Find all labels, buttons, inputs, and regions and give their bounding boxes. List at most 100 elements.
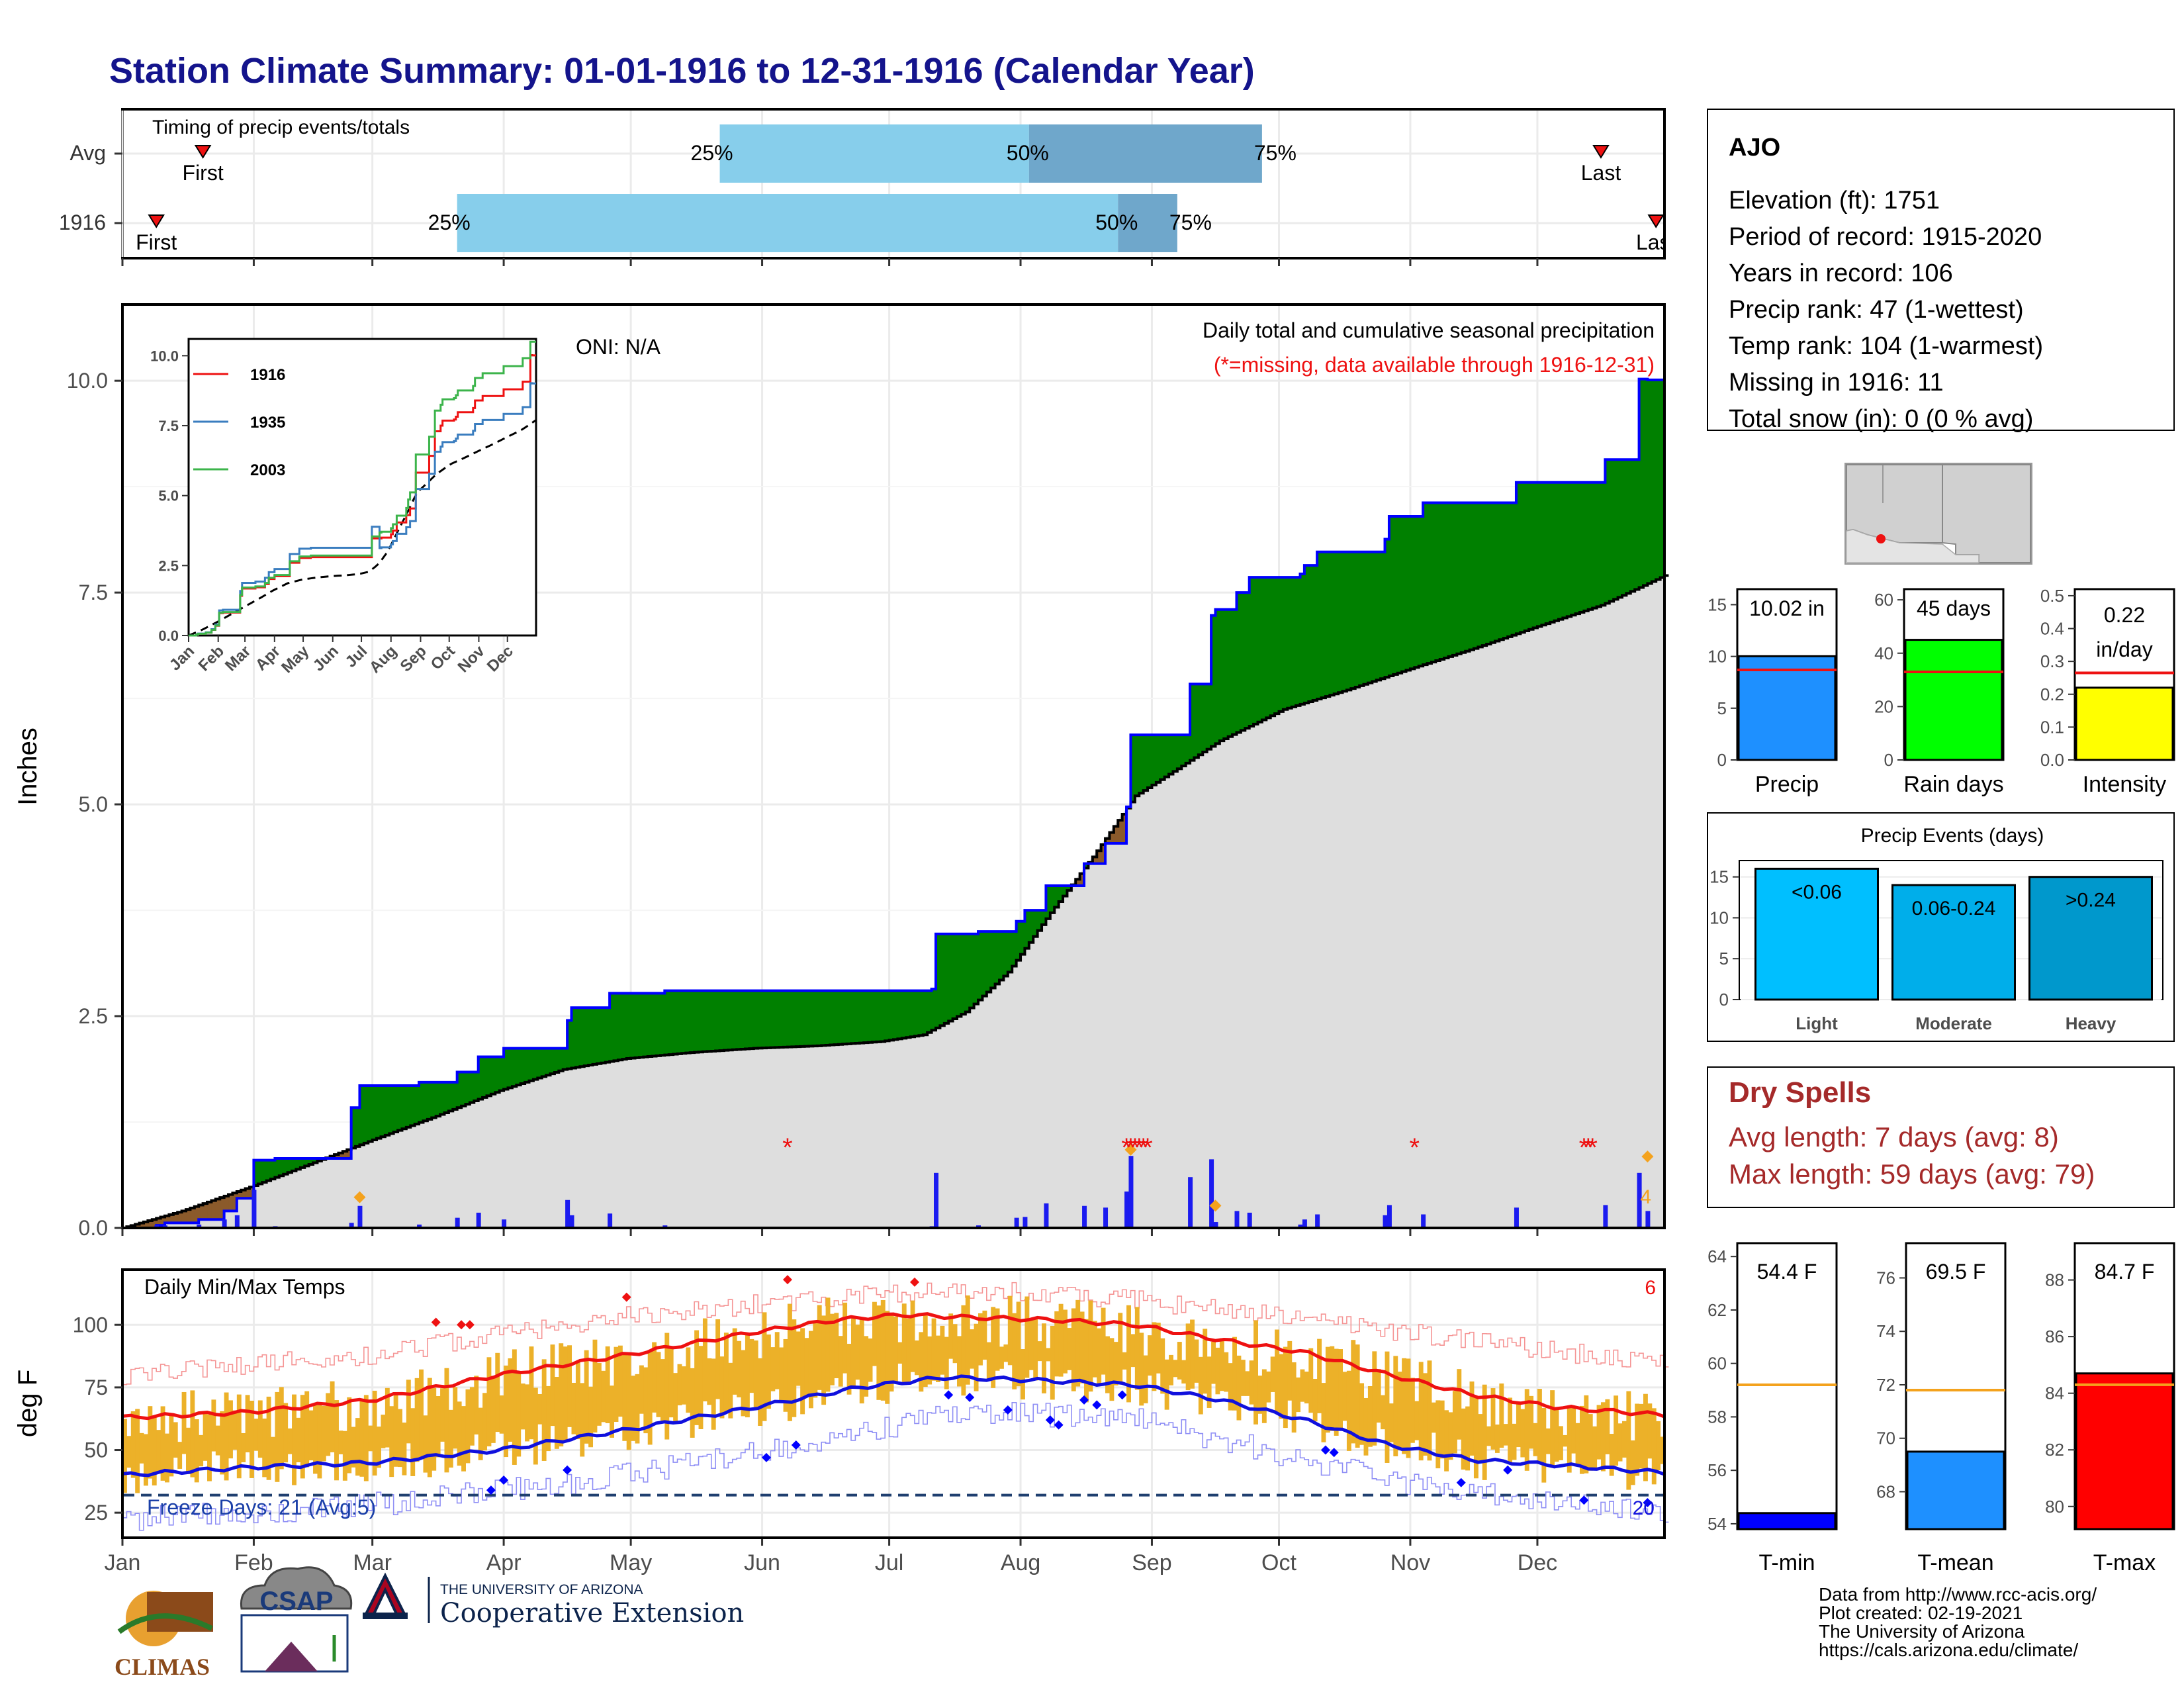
- temperature-bars: 54 56 58 60 62 64 54.4 F T-min 68 70 72 74 76 69.5 F T…: [1707, 1242, 2175, 1575]
- above-avg-fill: [279, 1158, 284, 1176]
- csap-wordmark: CSAP: [259, 1587, 333, 1616]
- precip-ytick-label: 0.0: [79, 1216, 108, 1240]
- above-avg-fill: [660, 993, 665, 1056]
- daily-temp-bar: [1203, 1329, 1208, 1394]
- above-avg-fill: [732, 990, 737, 1050]
- daily-temp-bar: [986, 1342, 991, 1382]
- above-avg-fill: [631, 993, 636, 1058]
- daily-precip-bar: [1103, 1207, 1109, 1228]
- above-avg-fill: [931, 989, 936, 1031]
- daily-temp-bar: [1465, 1406, 1471, 1471]
- below-avg-fill: [334, 1154, 340, 1159]
- above-avg-fill: [525, 1048, 530, 1082]
- daily-temp-bar: [1109, 1338, 1115, 1401]
- missing-day-marker: *: [1126, 1133, 1136, 1162]
- above-avg-fill: [1012, 931, 1017, 966]
- daily-precip-bar: [1514, 1207, 1519, 1228]
- event-bar: [2028, 876, 2153, 1001]
- above-avg-fill: [453, 1082, 458, 1109]
- above-avg-fill: [707, 990, 712, 1052]
- timing-clip-cover: [1666, 199, 1696, 252]
- avg-cumulative-line: [122, 574, 1669, 1229]
- daily-temp-bar: [885, 1311, 890, 1404]
- above-avg-fill: [982, 931, 987, 996]
- above-avg-fill: [393, 1085, 398, 1133]
- daily-temp-bar: [1571, 1405, 1576, 1454]
- below-avg-fill: [148, 1221, 153, 1228]
- cloud-icon: [240, 1566, 353, 1610]
- daily-temp-bar: [377, 1427, 381, 1468]
- above-avg-fill: [817, 990, 822, 1046]
- daily-temp-bar: [749, 1338, 754, 1393]
- month-label: Aug: [1001, 1550, 1041, 1575]
- record-low-marker: [1117, 1390, 1127, 1400]
- above-avg-fill: [978, 931, 983, 1000]
- above-avg-fill: [698, 990, 704, 1053]
- daily-temp-bar: [1626, 1391, 1631, 1490]
- daily-temp-bar: [1071, 1308, 1076, 1391]
- above-avg-fill: [1355, 551, 1360, 688]
- record-low-marker: [1003, 1405, 1013, 1415]
- daily-temp-bar: [728, 1362, 733, 1419]
- above-avg-fill: [991, 931, 996, 988]
- above-avg-fill: [910, 990, 915, 1037]
- station-line: Elevation (ft): 1751: [1729, 187, 1940, 214]
- events-ytick-label: 15: [1709, 867, 1729, 887]
- above-avg-fill: [592, 1008, 598, 1064]
- daily-temp-bar: [813, 1323, 818, 1398]
- daily-temp-bar: [1113, 1342, 1118, 1385]
- daily-temp-bar: [1215, 1347, 1220, 1395]
- quartile-bar-50-75: [1028, 124, 1262, 183]
- daily-temp-bar: [1516, 1402, 1521, 1448]
- above-avg-fill: [995, 931, 1000, 984]
- daily-temp-bar: [1270, 1356, 1275, 1392]
- above-avg-fill: [351, 1107, 356, 1149]
- daily-temp-bar: [1639, 1403, 1644, 1469]
- above-avg-fill: [1287, 577, 1293, 708]
- mini-bar-tick-label: 0.5: [2040, 586, 2064, 606]
- above-avg-fill: [605, 1008, 610, 1062]
- daily-temp-bar: [469, 1387, 475, 1446]
- above-avg-fill: [1541, 482, 1547, 626]
- above-avg-fill: [372, 1085, 377, 1141]
- above-avg-fill: [1660, 379, 1665, 578]
- dry-avg-length: Avg length: 7 days (avg: 8): [1729, 1121, 2059, 1152]
- daily-temp-bar: [152, 1417, 157, 1485]
- daily-temp-bar: [1363, 1397, 1369, 1456]
- mini-bar-tick-label: 60: [1874, 590, 1893, 610]
- daily-temp-bar: [427, 1378, 432, 1477]
- missing-day-marker: *: [1587, 1133, 1598, 1162]
- daily-temp-bar: [1461, 1408, 1466, 1470]
- daily-temp-bar: [1084, 1319, 1089, 1403]
- daily-temp-bar: [478, 1407, 483, 1460]
- daily-temp-bar: [923, 1314, 928, 1387]
- daily-temp-bar: [559, 1343, 564, 1447]
- above-avg-fill: [681, 990, 686, 1054]
- above-avg-fill: [656, 993, 661, 1056]
- above-avg-fill: [465, 1072, 471, 1105]
- above-avg-fill: [1291, 577, 1297, 707]
- record-high-marker: [431, 1317, 441, 1327]
- daily-temp-bar: [283, 1403, 289, 1463]
- above-avg-fill: [1478, 502, 1483, 647]
- above-avg-fill: [850, 990, 856, 1044]
- daily-temp-bar: [825, 1297, 831, 1392]
- above-avg-fill: [1418, 516, 1424, 667]
- daily-temp-bar: [936, 1335, 940, 1382]
- daily-temp-bar: [821, 1315, 827, 1405]
- daily-precip-bar: [1637, 1172, 1642, 1228]
- daily-temp-bar: [787, 1303, 792, 1421]
- daily-precip-bar: [417, 1224, 422, 1228]
- daily-temp-bar: [893, 1316, 898, 1382]
- daily-temp-bar: [660, 1359, 665, 1421]
- daily-temp-bar: [1444, 1410, 1449, 1472]
- daily-precip-bar: [1128, 1156, 1134, 1228]
- footer-line: https://cals.arizona.edu/climate/: [1819, 1640, 2078, 1660]
- daily-temp-bar: [1554, 1408, 1559, 1462]
- temp-ytick-label: 75: [84, 1376, 108, 1399]
- above-avg-fill: [673, 990, 678, 1055]
- above-avg-fill: [1160, 735, 1165, 780]
- above-avg-fill: [999, 931, 1005, 980]
- station-line: Temp rank: 104 (1-warmest): [1729, 332, 2043, 360]
- dry-frame: [1707, 1066, 2175, 1208]
